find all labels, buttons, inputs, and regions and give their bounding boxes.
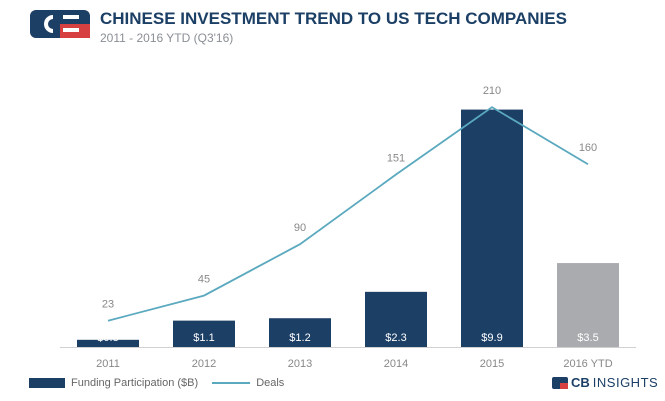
- deals-value-label: 151: [387, 153, 405, 165]
- bar-2011: [77, 339, 139, 347]
- x-tick-label: 2014: [384, 358, 408, 370]
- chart-subtitle: 2011 - 2016 YTD (Q3'16): [100, 31, 234, 45]
- bar-2014: [365, 291, 427, 347]
- bar-2012: [173, 320, 235, 347]
- bar-value-label: $9.9: [481, 332, 502, 344]
- x-tick-label: 2013: [288, 358, 312, 370]
- cb-insights-logo: [30, 10, 90, 38]
- deals-value-label: 23: [102, 299, 114, 311]
- legend-deals-swatch: [212, 382, 251, 384]
- legend: Funding Participation ($B) Deals: [29, 377, 284, 389]
- bar-2016-ytd: [557, 263, 619, 347]
- deals-value-label: 160: [579, 142, 597, 154]
- x-tick-label: 2016 YTD: [563, 358, 612, 370]
- bar-value-label: $2.3: [385, 332, 406, 344]
- bar-value-label: $1.2: [289, 332, 310, 344]
- deals-value-label: 90: [294, 222, 306, 234]
- x-tick-label: 2012: [192, 358, 216, 370]
- x-tick-label: 2011: [96, 358, 120, 370]
- legend-deals-label: Deals: [256, 377, 285, 389]
- brand-footer: CB INSIGHTS: [552, 375, 658, 390]
- bar-value-label: $1.1: [193, 332, 214, 344]
- legend-funding-label: Funding Participation ($B): [71, 377, 199, 389]
- bar-value-label: $3.5: [577, 332, 598, 344]
- brand-logo-icon: [552, 376, 568, 389]
- bar-2015: [461, 109, 523, 347]
- chart-title: CHINESE INVESTMENT TREND TO US TECH COMP…: [100, 9, 567, 28]
- deals-line: [107, 106, 589, 322]
- deals-value-label: 210: [483, 85, 501, 97]
- legend-funding-swatch: [29, 378, 65, 388]
- brand-insights-text: INSIGHTS: [592, 375, 659, 390]
- x-tick-label: 2015: [480, 358, 504, 370]
- bar-value-label: $0.3: [97, 332, 118, 344]
- bar-2013: [269, 318, 331, 347]
- deals-value-label: 45: [198, 274, 210, 286]
- brand-cb-text: CB: [571, 375, 590, 390]
